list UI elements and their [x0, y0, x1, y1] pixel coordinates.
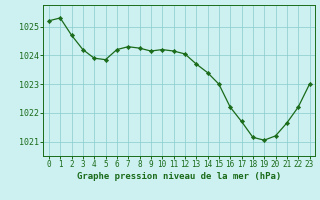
X-axis label: Graphe pression niveau de la mer (hPa): Graphe pression niveau de la mer (hPa) — [77, 172, 281, 181]
